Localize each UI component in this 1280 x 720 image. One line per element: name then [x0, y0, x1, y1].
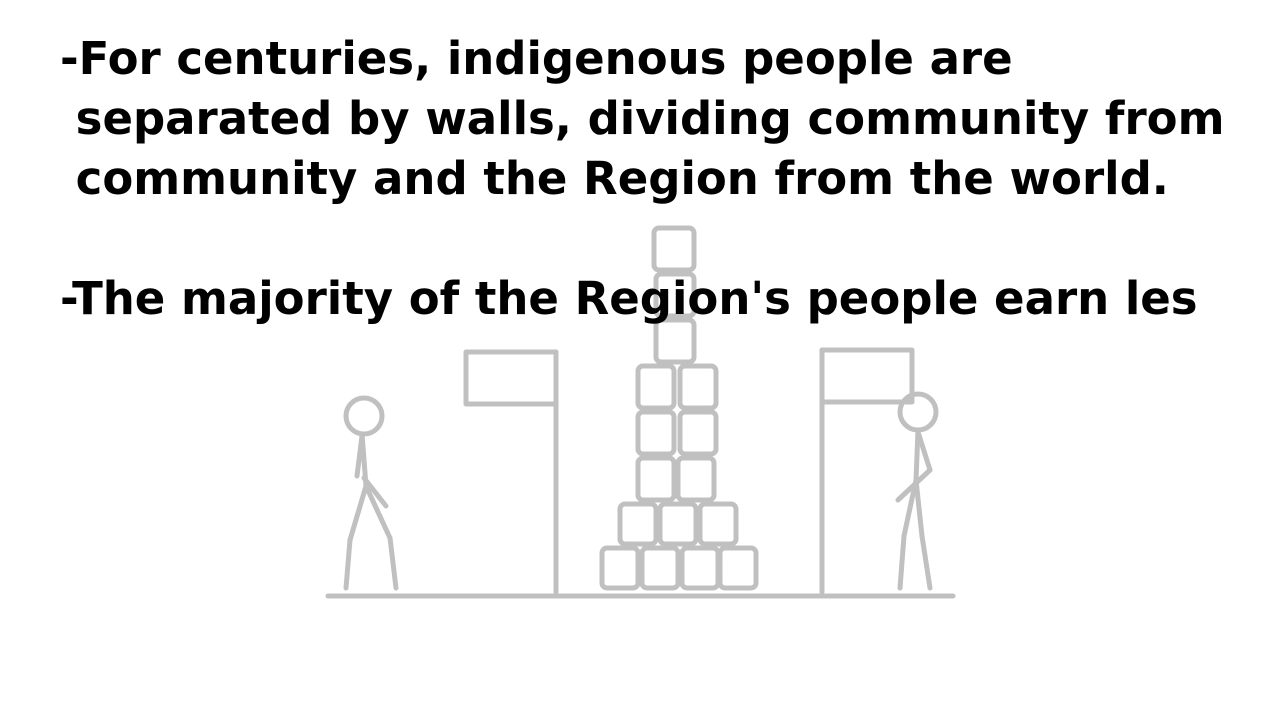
bullet-1-line-2: separated by walls, dividing community f…: [60, 92, 1225, 145]
stone-wall: [599, 225, 759, 591]
right-stick-figure: [895, 391, 939, 591]
left-flag: [463, 349, 559, 595]
bullet-1-line-1: -For centuries, indigenous people are: [60, 32, 1013, 85]
bullet-1-line-3: community and the Region from the world.: [60, 152, 1169, 205]
right-flag: [819, 347, 915, 595]
left-stick-figure: [343, 395, 399, 591]
bullet-2-line-1: -The majority of the Region's people ear…: [60, 272, 1198, 325]
